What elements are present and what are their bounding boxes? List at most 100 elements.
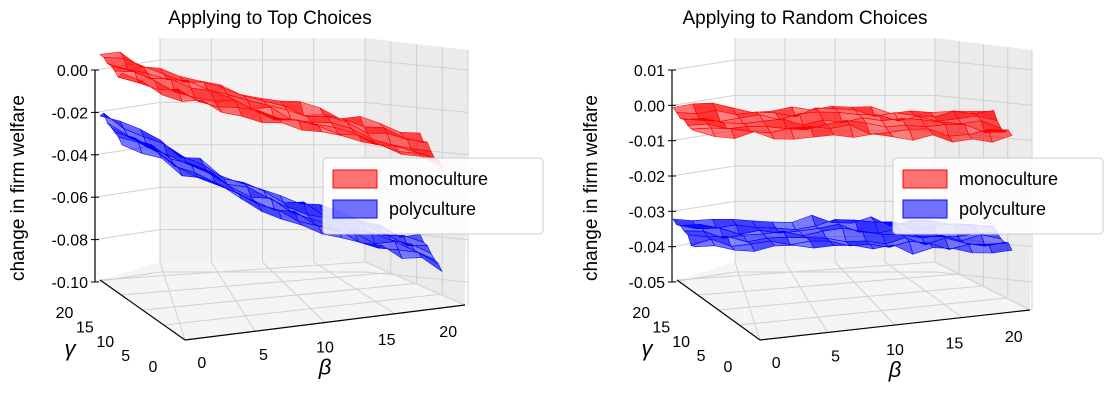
legend-label-monoculture: monoculture <box>389 169 488 189</box>
gridline-z <box>671 165 736 177</box>
y-axis-label: γ <box>642 336 655 361</box>
gridline-z <box>671 94 736 106</box>
legend-box <box>322 157 544 235</box>
z-tick-label: -0.01 <box>629 134 666 151</box>
x-tick-label: 5 <box>259 347 268 364</box>
z-tick-label: -0.03 <box>629 204 666 221</box>
z-tick-label: -0.05 <box>629 275 666 292</box>
legend-swatch-monoculture <box>332 169 378 189</box>
legend-swatch-monoculture <box>902 169 948 189</box>
gridline-z <box>94 186 161 198</box>
gridline-floor <box>834 261 896 326</box>
z-axis-label: change in firm welfare <box>8 95 29 281</box>
y-tick-label: 0 <box>149 359 158 376</box>
axis-edges <box>94 70 466 341</box>
z-tick-label: 0.01 <box>634 63 665 80</box>
surface-facet <box>679 224 705 232</box>
z-axis-label: change in firm welfare <box>581 95 602 281</box>
surface-polyculture <box>672 214 1013 255</box>
gridline-z <box>671 200 736 212</box>
gridline-floor <box>159 261 186 341</box>
chart-top-choices: Applying to Top Choices 0.00 -0.02 -0.04 -0.… <box>8 8 544 380</box>
surface-facet <box>944 124 970 137</box>
y-tick-label: 15 <box>76 319 94 336</box>
z-tick-label: -0.02 <box>52 105 89 122</box>
y-tick-label: 5 <box>697 348 706 365</box>
x-axis-line <box>184 304 466 341</box>
z-ticks: 0.01 0.00 -0.01 -0.02 -0.03 -0.04 -0.05 <box>629 63 676 292</box>
surface-monoculture <box>672 102 1013 143</box>
x-tick-label: 0 <box>197 355 206 372</box>
y-axis-line <box>676 279 761 341</box>
x-tick-label: 5 <box>831 349 840 366</box>
x-axis-label: β <box>318 355 332 380</box>
surface-monoculture <box>99 51 443 168</box>
gridline-floor <box>210 261 256 332</box>
gridline-floor <box>142 283 416 311</box>
z-tick-label: -0.10 <box>52 275 89 292</box>
gridline-z <box>671 59 736 71</box>
z-tick-label: -0.04 <box>52 148 89 165</box>
z-tick-label: 0.00 <box>634 98 665 115</box>
legend: monoculture polyculture <box>892 157 1104 235</box>
surface-facet <box>214 99 239 108</box>
surface-facet <box>418 252 443 273</box>
legend-swatch-polyculture <box>332 199 378 219</box>
y-tick-label: 10 <box>672 334 690 351</box>
chart-title: Applying to Random Choices <box>682 8 927 29</box>
legend: monoculture polyculture <box>322 157 544 235</box>
gridline-floor <box>739 297 1007 326</box>
x-tick-label: 10 <box>886 342 904 359</box>
chart-random-choices: Applying to Random Choices 0.01 0.00 -0.01 -… <box>581 8 1104 382</box>
x-tick-label: 0 <box>772 355 781 372</box>
gridline-z <box>94 229 161 241</box>
gridline-floor <box>884 261 963 318</box>
surface-facet <box>968 243 993 254</box>
gridline-floor <box>784 261 828 333</box>
gridline-floor <box>121 272 391 296</box>
z-tick-label: -0.08 <box>52 233 89 250</box>
gridline-floor <box>734 261 761 341</box>
z-tick-label: -0.02 <box>629 169 666 186</box>
y-tick-label: 0 <box>724 359 733 376</box>
gridline-floor <box>313 261 396 315</box>
legend-label-polyculture: polyculture <box>959 199 1046 219</box>
gridline-floor <box>676 261 936 281</box>
y-tick-label: 10 <box>96 334 114 351</box>
x-ticks: 0 5 10 15 20 <box>197 324 457 372</box>
z-tick-label: -0.06 <box>52 190 89 207</box>
floor-pane-fill <box>677 262 1030 340</box>
x-tick-label: 10 <box>316 340 334 357</box>
x-ticks: 0 5 10 15 20 <box>772 329 1023 372</box>
x-tick-label: 15 <box>378 332 396 349</box>
x-tick-label: 15 <box>946 335 964 352</box>
legend-swatch-polyculture <box>902 199 948 219</box>
y-tick-label: 20 <box>632 305 650 322</box>
x-axis-line <box>759 309 1031 341</box>
gridline-z <box>94 271 161 283</box>
gridline-floor <box>163 293 441 326</box>
z-tick-label: 0.00 <box>57 63 88 80</box>
y-tick-label: 20 <box>56 305 74 322</box>
surface-facet <box>672 103 697 114</box>
gridline-z <box>671 271 736 283</box>
gridline-z <box>94 101 161 113</box>
x-tick-label: 20 <box>1005 329 1023 346</box>
gridline-floor <box>99 261 366 281</box>
surface-facet <box>306 115 332 123</box>
y-axis-label: γ <box>65 336 78 361</box>
surface-facet <box>988 242 1013 254</box>
y-tick-label: 5 <box>121 348 130 365</box>
gridline-floor <box>718 285 983 311</box>
gridline-floor <box>697 273 959 296</box>
chart-title: Applying to Top Choices <box>168 8 372 29</box>
legend-label-polyculture: polyculture <box>389 199 476 219</box>
y-axis-line <box>99 279 186 341</box>
x-tick-label: 20 <box>439 324 457 341</box>
z-ticks: 0.00 -0.02 -0.04 -0.06 -0.08 -0.10 <box>52 63 99 292</box>
z-tick-label: -0.04 <box>629 240 666 257</box>
legend-label-monoculture: monoculture <box>959 169 1058 189</box>
